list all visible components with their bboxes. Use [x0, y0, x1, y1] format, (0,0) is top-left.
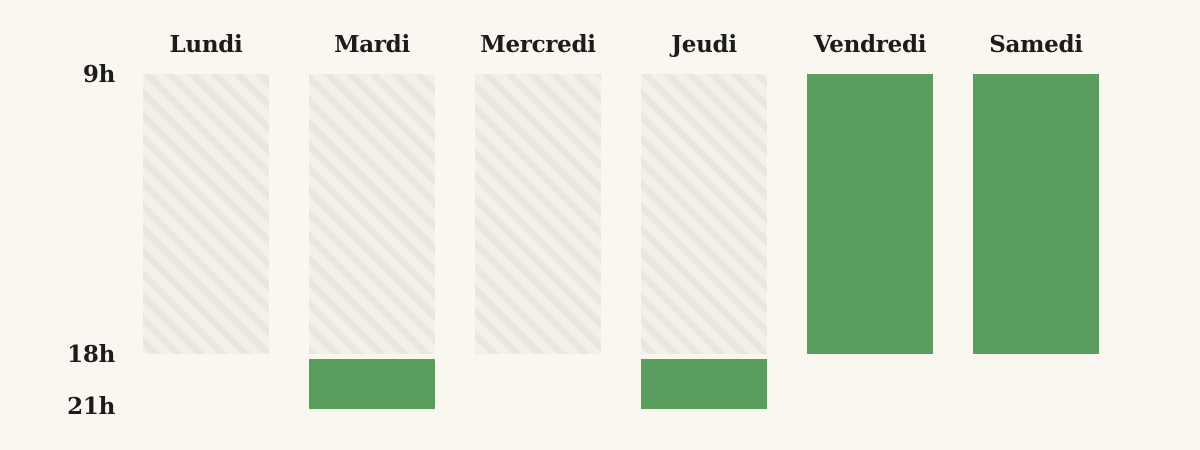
day-label-mardi: Mardi — [334, 31, 410, 58]
open-bar-jeudi-18-21 — [641, 359, 767, 409]
day-label-samedi: Samedi — [989, 31, 1083, 58]
open-bar-mardi-18-21 — [309, 359, 435, 409]
day-labels: Lundi Mardi Mercredi Jeudi Vendredi Samedi — [170, 31, 1084, 58]
day-label-vendredi: Vendredi — [813, 31, 927, 58]
closed-bar-lundi — [143, 74, 269, 354]
day-label-mercredi: Mercredi — [480, 31, 596, 58]
day-label-lundi: Lundi — [170, 31, 243, 58]
closed-bars — [143, 74, 767, 354]
hour-label-9h: 9h — [83, 61, 116, 88]
closed-bar-jeudi — [641, 74, 767, 354]
open-bar-vendredi-9-18 — [807, 74, 933, 354]
closed-bar-mercredi — [475, 74, 601, 354]
open-bars — [309, 74, 1099, 409]
hour-labels: 9h 18h 21h — [67, 61, 116, 420]
open-bar-samedi-9-18 — [973, 74, 1099, 354]
hour-label-18h: 18h — [67, 341, 115, 368]
closed-bar-mardi — [309, 74, 435, 354]
hour-label-21h: 21h — [67, 393, 115, 420]
day-label-jeudi: Jeudi — [669, 31, 737, 58]
